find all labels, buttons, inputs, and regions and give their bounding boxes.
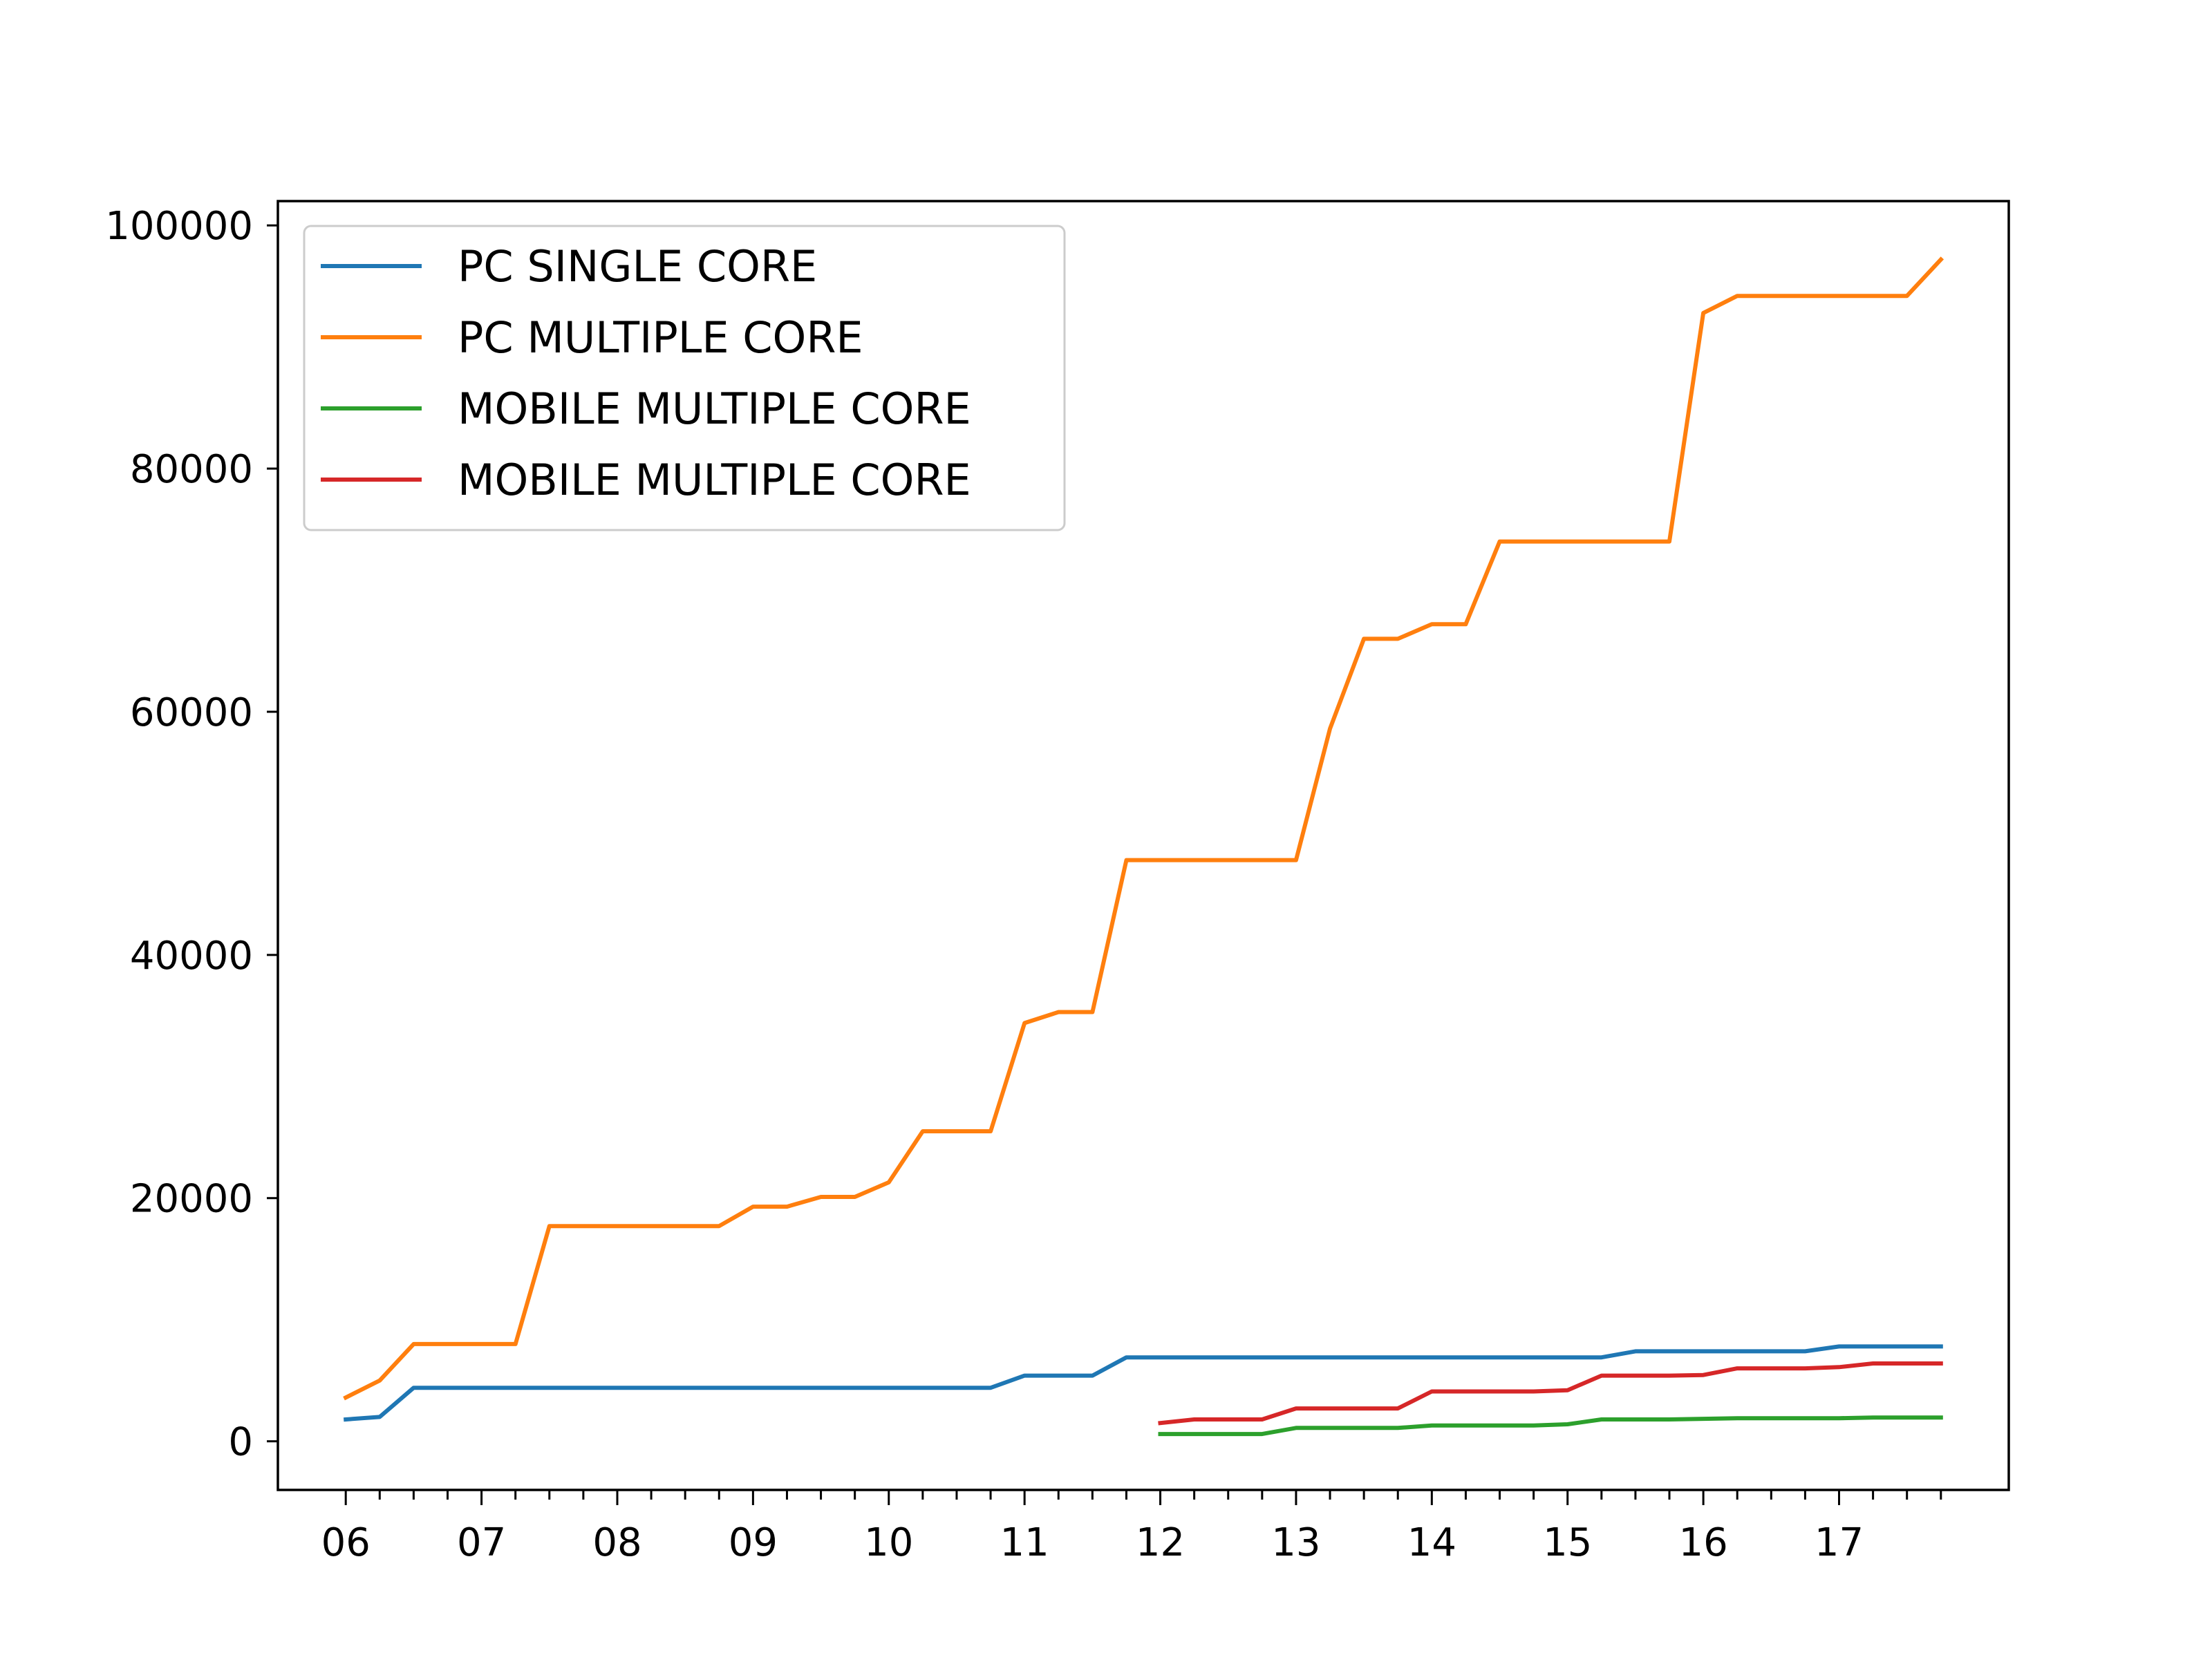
legend-label-3: MOBILE MULTIPLE CORE: [458, 455, 971, 505]
x-tick-label: 10: [864, 1520, 913, 1565]
legend-box: [303, 225, 1066, 531]
y-tick-label: 80000: [130, 447, 253, 492]
x-tick-label: 08: [592, 1520, 641, 1565]
x-tick-label: 09: [729, 1520, 778, 1565]
x-tick-label: 12: [1136, 1520, 1185, 1565]
plot-area: [343, 256, 1944, 1437]
x-tick-label: 16: [1678, 1520, 1727, 1565]
legend: PC SINGLE CORE PC MULTIPLE CORE MOBILE MUL…: [303, 225, 1066, 531]
series-line-0: [343, 1344, 1943, 1422]
x-tick-label: 15: [1543, 1520, 1592, 1565]
y-tick-label: 60000: [130, 690, 253, 735]
y-tick-label: 100000: [105, 204, 253, 249]
plot-frame: [276, 200, 2010, 1491]
x-tick-label: 11: [1000, 1520, 1049, 1565]
x-axis: 06 07 08 09 10 11 12 13 14 15 16 17: [321, 1490, 1942, 1565]
series-line-1: [343, 256, 1944, 1401]
x-tick-label: 14: [1407, 1520, 1456, 1565]
legend-label-0: PC SINGLE CORE: [458, 241, 817, 292]
x-tick-label: 07: [457, 1520, 506, 1565]
y-axis: 0 20000 40000 60000 80000 100000: [105, 204, 278, 1465]
y-tick-label: 20000: [130, 1177, 253, 1222]
y-tick-label: 40000: [130, 934, 253, 979]
legend-label-1: PC MULTIPLE CORE: [458, 312, 863, 363]
legend-label-2: MOBILE MULTIPLE CORE: [458, 384, 971, 434]
x-tick-label: 13: [1271, 1520, 1320, 1565]
x-tick-label: 17: [1815, 1520, 1864, 1565]
y-tick-label: 0: [228, 1420, 253, 1465]
series-line-3: [1158, 1361, 1943, 1426]
x-tick-label: 06: [321, 1520, 371, 1565]
series-line-2: [1158, 1415, 1943, 1437]
